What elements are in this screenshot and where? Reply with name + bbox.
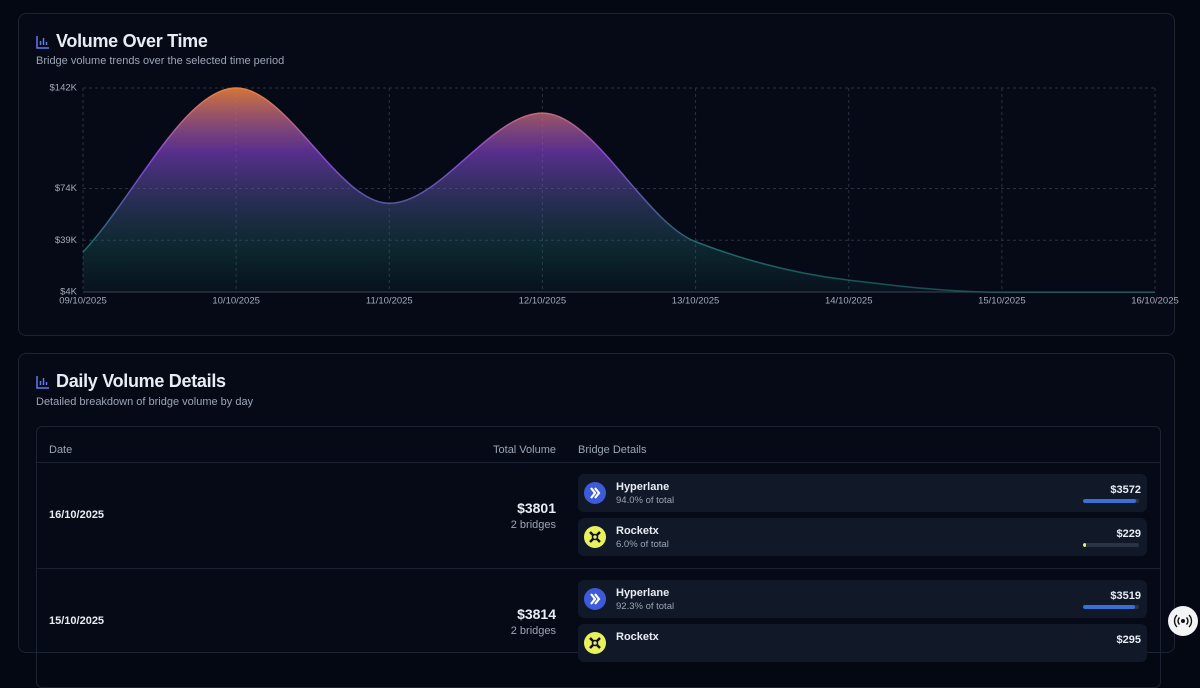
column-header: Date	[49, 444, 73, 456]
table-card-subtitle: Detailed breakdown of bridge volume by d…	[36, 396, 254, 408]
Hyperlane-icon	[584, 588, 606, 615]
share-bar	[1083, 499, 1136, 503]
total-volume: $3801	[517, 500, 556, 516]
table-card-title: Daily Volume Details	[36, 371, 226, 392]
area	[83, 88, 1155, 293]
x-tick-label: 16/10/2025	[1131, 296, 1179, 307]
share-track	[1083, 605, 1139, 609]
share-bar	[1083, 543, 1087, 547]
table-row: 16/10/2025 $3801 2 bridges Hyperlane 94.0% o…	[37, 462, 1160, 569]
chart-card-title: Volume Over Time	[36, 31, 208, 52]
bridge-item: Rocketx 6.0% of total $229	[578, 518, 1147, 556]
bridge-logo	[584, 588, 606, 610]
table-card: Daily Volume Details Detailed breakdown …	[18, 353, 1175, 688]
Hyperlane-icon	[584, 482, 606, 509]
bridge-name: Rocketx	[616, 631, 659, 643]
x-tick-label: 09/10/2025	[59, 296, 107, 307]
column-header: Total Volume	[493, 444, 556, 456]
date: 16/10/2025	[49, 509, 105, 521]
y-tick-label: $142K	[50, 83, 78, 94]
x-tick-label: 11/10/2025	[366, 296, 413, 307]
x-tick-label: 12/10/2025	[519, 296, 567, 307]
y-tick-label: $4K	[60, 287, 78, 298]
bridge-name: Rocketx	[616, 525, 659, 537]
bridge-count: 2 bridges	[510, 519, 556, 531]
share-track	[1083, 543, 1139, 547]
chart-card-subtitle: Bridge volume trends over the selected t…	[36, 55, 285, 67]
date: 15/10/2025	[49, 615, 105, 627]
y-tick-label: $39K	[55, 235, 78, 246]
title: Daily Volume Details	[56, 371, 226, 391]
Rocketx-icon	[584, 632, 606, 659]
table: Date Total Volume Bridge Details 16/10/2…	[36, 426, 1161, 688]
bridge-item: Rocketx $295	[578, 624, 1147, 662]
broadcast-icon	[1173, 614, 1193, 628]
y-tick-label: $74K	[55, 183, 78, 194]
share-bar	[1083, 605, 1135, 609]
title: Volume Over Time	[56, 31, 208, 51]
bridge-logo	[584, 526, 606, 548]
table-row: 15/10/2025 $3814 2 bridges Hyperlane 92.3% o…	[37, 568, 1160, 675]
chart-icon	[36, 35, 49, 49]
chart: $4K $39K $74K $142K 09/10/2025 10/10/2025 11/1…	[50, 83, 1179, 307]
bridge-share: 6.0% of total	[616, 539, 669, 550]
bridge-amount: $295	[1116, 634, 1141, 646]
bridge-amount: $3572	[1110, 484, 1141, 496]
line	[82, 87, 1156, 294]
total-volume: $3814	[517, 606, 556, 622]
bridge-name: Hyperlane	[616, 481, 670, 493]
bridge-amount: $229	[1116, 528, 1141, 540]
chart-icon	[36, 375, 49, 389]
bridge-share: 94.0% of total	[616, 495, 675, 506]
bridge-amount: $3519	[1110, 590, 1141, 602]
bridge-share: 92.3% of total	[616, 601, 675, 612]
page: Volume Over Time Bridge volume trends ov…	[18, 13, 1198, 688]
bridge-count: 2 bridges	[510, 625, 556, 637]
bridge-name: Hyperlane	[616, 587, 670, 599]
x-tick-label: 13/10/2025	[672, 296, 720, 307]
broadcast-button[interactable]	[1168, 606, 1198, 636]
share-track	[1083, 499, 1139, 503]
x-tick-label: 15/10/2025	[978, 296, 1026, 307]
Rocketx-icon	[584, 526, 606, 553]
bridge-logo	[584, 632, 606, 654]
bridge-item: Hyperlane 92.3% of total $3519	[578, 580, 1147, 618]
bridge-item: Hyperlane 94.0% of total $3572	[578, 474, 1147, 512]
bridge-logo	[584, 482, 606, 504]
x-tick-label: 10/10/2025	[212, 296, 260, 307]
x-tick-label: 14/10/2025	[825, 296, 873, 307]
column-header: Bridge Details	[578, 444, 647, 456]
